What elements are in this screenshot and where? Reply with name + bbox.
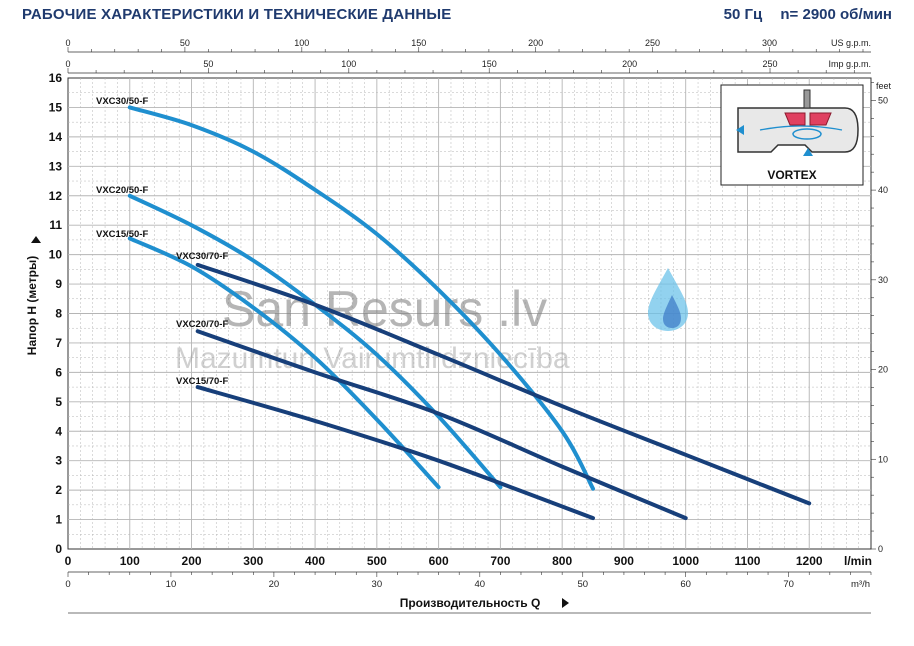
y-tick-label: 14 bbox=[49, 130, 63, 144]
x-tick-label: 300 bbox=[243, 554, 263, 568]
x-axis-title: Производительность Q bbox=[400, 596, 541, 610]
series-label-vxc20-50f: VXC20/50-F bbox=[96, 185, 148, 196]
us-gpm-tick-label: 0 bbox=[65, 38, 70, 48]
m3h-tick-label: 10 bbox=[166, 579, 177, 590]
x-tick-label: 1000 bbox=[672, 554, 699, 568]
speed-label: n= 2900 об/мин bbox=[780, 6, 892, 23]
y-axis-arrow-icon bbox=[31, 236, 41, 243]
series-line-vxc30-50-f bbox=[127, 105, 595, 491]
feet-tick-label: 40 bbox=[878, 185, 888, 195]
y-tick-label: 10 bbox=[49, 248, 63, 262]
m3h-tick-label: 40 bbox=[475, 579, 486, 590]
y-tick-label: 11 bbox=[49, 218, 62, 232]
y-tick-label: 5 bbox=[55, 395, 62, 409]
us-gpm-tick-label: 50 bbox=[180, 38, 190, 48]
imp-gpm-tick-label: 150 bbox=[482, 59, 497, 69]
imp-gpm-unit-label: Imp g.p.m. bbox=[828, 59, 871, 69]
us-gpm-tick-label: 300 bbox=[762, 38, 777, 48]
x-axis-arrow-icon bbox=[562, 598, 569, 608]
x-unit-label: l/min bbox=[844, 554, 872, 568]
imp-gpm-tick-label: 0 bbox=[65, 59, 70, 69]
y-tick-label: 3 bbox=[55, 454, 62, 468]
imp-gpm-tick-label: 200 bbox=[622, 59, 637, 69]
series-line-vxc15-50-f bbox=[127, 236, 441, 490]
x-tick-label: 200 bbox=[182, 554, 202, 568]
y-tick-label: 7 bbox=[55, 336, 62, 350]
series-label-vxc15-50f: VXC15/50-F bbox=[96, 229, 148, 240]
y-tick-label: 4 bbox=[55, 424, 62, 438]
series-label-vxc30-70f: VXC30/70-F bbox=[176, 251, 228, 262]
header-specs: 50 Гц n= 2900 об/мин bbox=[710, 6, 892, 23]
water-drop-icon bbox=[648, 268, 688, 331]
us-gpm-tick-label: 150 bbox=[411, 38, 426, 48]
series-line-vxc15-70-f bbox=[195, 385, 595, 521]
y-axis-title: Напор H (метры) bbox=[25, 256, 39, 355]
watermark-subtitle: Mazumtun Vairumtirdzniecība bbox=[175, 342, 570, 375]
us-gpm-tick-label: 250 bbox=[645, 38, 660, 48]
chart-series bbox=[127, 105, 812, 521]
feet-tick-label: 50 bbox=[878, 95, 888, 105]
y-tick-label: 16 bbox=[49, 71, 63, 85]
vortex-impeller-icon bbox=[736, 89, 859, 156]
us-gpm-tick-label: 100 bbox=[294, 38, 309, 48]
x-tick-label: 400 bbox=[305, 554, 325, 568]
m3h-tick-label: 60 bbox=[680, 579, 691, 590]
m3h-unit-label: m³/h bbox=[851, 579, 870, 590]
y-tick-label: 15 bbox=[49, 100, 63, 114]
feet-unit-label: feet bbox=[876, 81, 892, 91]
y-tick-label: 2 bbox=[55, 483, 62, 497]
m3h-tick-label: 30 bbox=[372, 579, 383, 590]
feet-tick-label: 20 bbox=[878, 365, 888, 375]
frequency-label: 50 Гц bbox=[723, 6, 763, 23]
y-tick-label: 8 bbox=[55, 307, 62, 321]
imp-gpm-tick-label: 50 bbox=[203, 59, 213, 69]
x-tick-label: 100 bbox=[120, 554, 140, 568]
feet-tick-label: 10 bbox=[878, 454, 888, 464]
x-tick-label: 1200 bbox=[796, 554, 823, 568]
page-title: РАБОЧИЕ ХАРАКТЕРИСТИКИ И ТЕХНИЧЕСКИЕ ДАН… bbox=[22, 6, 452, 23]
feet-tick-label: 0 bbox=[878, 544, 883, 554]
y-tick-label: 6 bbox=[55, 365, 62, 379]
y-tick-label: 9 bbox=[55, 277, 62, 291]
feet-tick-label: 30 bbox=[878, 275, 888, 285]
series-line-vxc20-70-f bbox=[195, 329, 688, 521]
x-tick-label: 600 bbox=[429, 554, 449, 568]
x-tick-label: 0 bbox=[65, 554, 72, 568]
imp-gpm-tick-label: 100 bbox=[341, 59, 356, 69]
vortex-inset: VORTEX bbox=[720, 84, 864, 186]
m3h-tick-label: 50 bbox=[577, 579, 588, 590]
x-tick-label: 500 bbox=[367, 554, 387, 568]
x-tick-label: 800 bbox=[552, 554, 572, 568]
series-label-vxc15-70f: VXC15/70-F bbox=[176, 376, 228, 387]
x-tick-label: 900 bbox=[614, 554, 634, 568]
m3h-tick-label: 20 bbox=[269, 579, 280, 590]
us-gpm-tick-label: 200 bbox=[528, 38, 543, 48]
m3h-tick-label: 70 bbox=[783, 579, 794, 590]
vortex-label: VORTEX bbox=[767, 168, 816, 182]
y-tick-label: 1 bbox=[55, 513, 62, 527]
series-line-vxc30-70-f bbox=[195, 262, 812, 506]
series-label-vxc30-50f: VXC30/50-F bbox=[96, 96, 148, 107]
y-tick-label: 12 bbox=[49, 189, 63, 203]
imp-gpm-tick-label: 250 bbox=[763, 59, 778, 69]
series-label-vxc20-70f: VXC20/70-F bbox=[176, 319, 228, 330]
m3h-tick-label: 0 bbox=[65, 579, 70, 590]
y-tick-label: 0 bbox=[55, 542, 62, 556]
x-tick-label: 700 bbox=[490, 554, 510, 568]
x-tick-label: 1100 bbox=[734, 554, 760, 568]
us-gpm-unit-label: US g.p.m. bbox=[831, 38, 871, 48]
y-tick-label: 13 bbox=[49, 159, 63, 173]
